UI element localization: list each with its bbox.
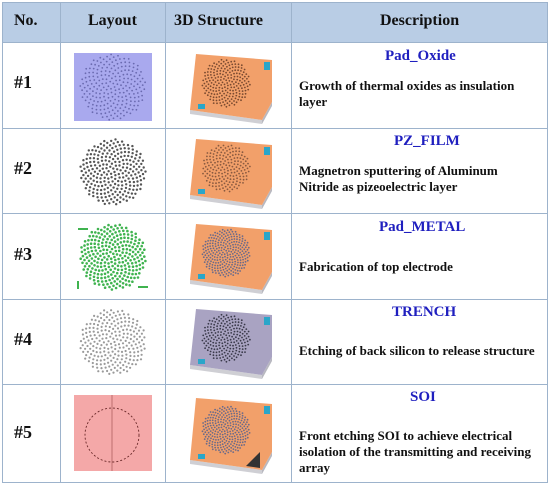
step-description: Fabrication of top electrode: [299, 259, 453, 274]
table-divider: [2, 213, 548, 214]
wafer-edge: [262, 357, 272, 379]
wafer-edge: [190, 195, 262, 209]
row-number: #3: [14, 244, 32, 264]
wafer-dot-array: [201, 228, 251, 278]
row-number: #4: [14, 329, 32, 349]
wafer-dot-array: [202, 144, 251, 193]
layout-soi-image: [74, 395, 152, 471]
wafer-edge: [262, 452, 272, 474]
table-column-divider: [291, 2, 292, 483]
wafer-dot-array: [201, 313, 251, 363]
header-structure: 3D Structure: [174, 12, 264, 29]
soi-region: [74, 395, 152, 471]
contact-pad: [264, 406, 270, 414]
structure-soi-image: [190, 398, 272, 474]
contact-pad: [264, 147, 270, 155]
wafer-top: [190, 139, 272, 205]
step-description: Etching of back silicon to release struc…: [299, 343, 535, 358]
row-number: #5: [14, 422, 32, 442]
contact-pad: [264, 317, 270, 325]
wafer-edge: [190, 280, 262, 294]
table-border-top: [2, 2, 548, 3]
structure-pz-film-image: [190, 139, 272, 209]
contact-pad: [198, 454, 205, 459]
electrode-dot-array: [79, 223, 147, 291]
row-number: #2: [14, 158, 32, 178]
row-number: #1: [14, 72, 32, 92]
layout-pz-film-image: [79, 138, 147, 206]
contact-pad: [198, 104, 205, 109]
step-title: Pad_METAL: [379, 219, 466, 235]
table-header: No. Layout 3D Structure Description: [2, 2, 548, 42]
structure-oxide-image: [190, 54, 272, 124]
oxide-dot-array: [79, 53, 146, 121]
table-divider: [2, 128, 548, 129]
wafer-edge: [190, 460, 262, 474]
layout-trench-image: [79, 309, 146, 375]
wafer-dot-array: [201, 405, 251, 455]
soi-isolation-ring: [84, 407, 140, 463]
header-no: No.: [14, 12, 38, 29]
contact-pad: [198, 189, 205, 194]
layout-metal-image: [77, 223, 148, 291]
table-column-divider: [60, 2, 61, 483]
table-border-bottom: [2, 482, 548, 483]
table-divider: [2, 42, 548, 43]
step-title: TRENCH: [392, 304, 457, 320]
table-divider: [2, 384, 548, 385]
step-description: Growth of thermal oxides as insulation l…: [299, 78, 515, 109]
etched-trench: [246, 452, 260, 468]
table-border-right: [547, 2, 548, 483]
table-column-divider: [165, 2, 166, 483]
wafer-edge: [262, 187, 272, 209]
contact-pad: [264, 232, 270, 240]
wafer-edge: [190, 110, 262, 124]
contact-pad: [198, 274, 205, 279]
table-border-left: [2, 2, 3, 483]
step-title: PZ_FILM: [394, 133, 460, 149]
step-description: Front etching SOI to achieve electrical …: [299, 428, 531, 475]
wafer-dot-array: [201, 58, 251, 108]
layout-oxide-image: [74, 53, 152, 121]
film-dot-array: [79, 138, 147, 206]
table-divider: [2, 299, 548, 300]
contact-pad: [264, 62, 270, 70]
wafer-edge: [262, 102, 272, 124]
header-description: Description: [380, 12, 460, 29]
structure-metal-image: [190, 224, 272, 294]
electrode-pad: [77, 228, 148, 289]
step-description: Magnetron sputtering of Aluminum Nitride…: [299, 163, 498, 194]
trench-dot-array: [79, 309, 146, 375]
header-layout: Layout: [88, 12, 137, 29]
structure-trench-image: [190, 309, 272, 379]
wafer-edge: [190, 365, 262, 379]
contact-pad: [198, 359, 205, 364]
wafer-edge: [262, 272, 272, 294]
step-title: SOI: [410, 389, 436, 405]
step-title: Pad_Oxide: [385, 48, 456, 64]
